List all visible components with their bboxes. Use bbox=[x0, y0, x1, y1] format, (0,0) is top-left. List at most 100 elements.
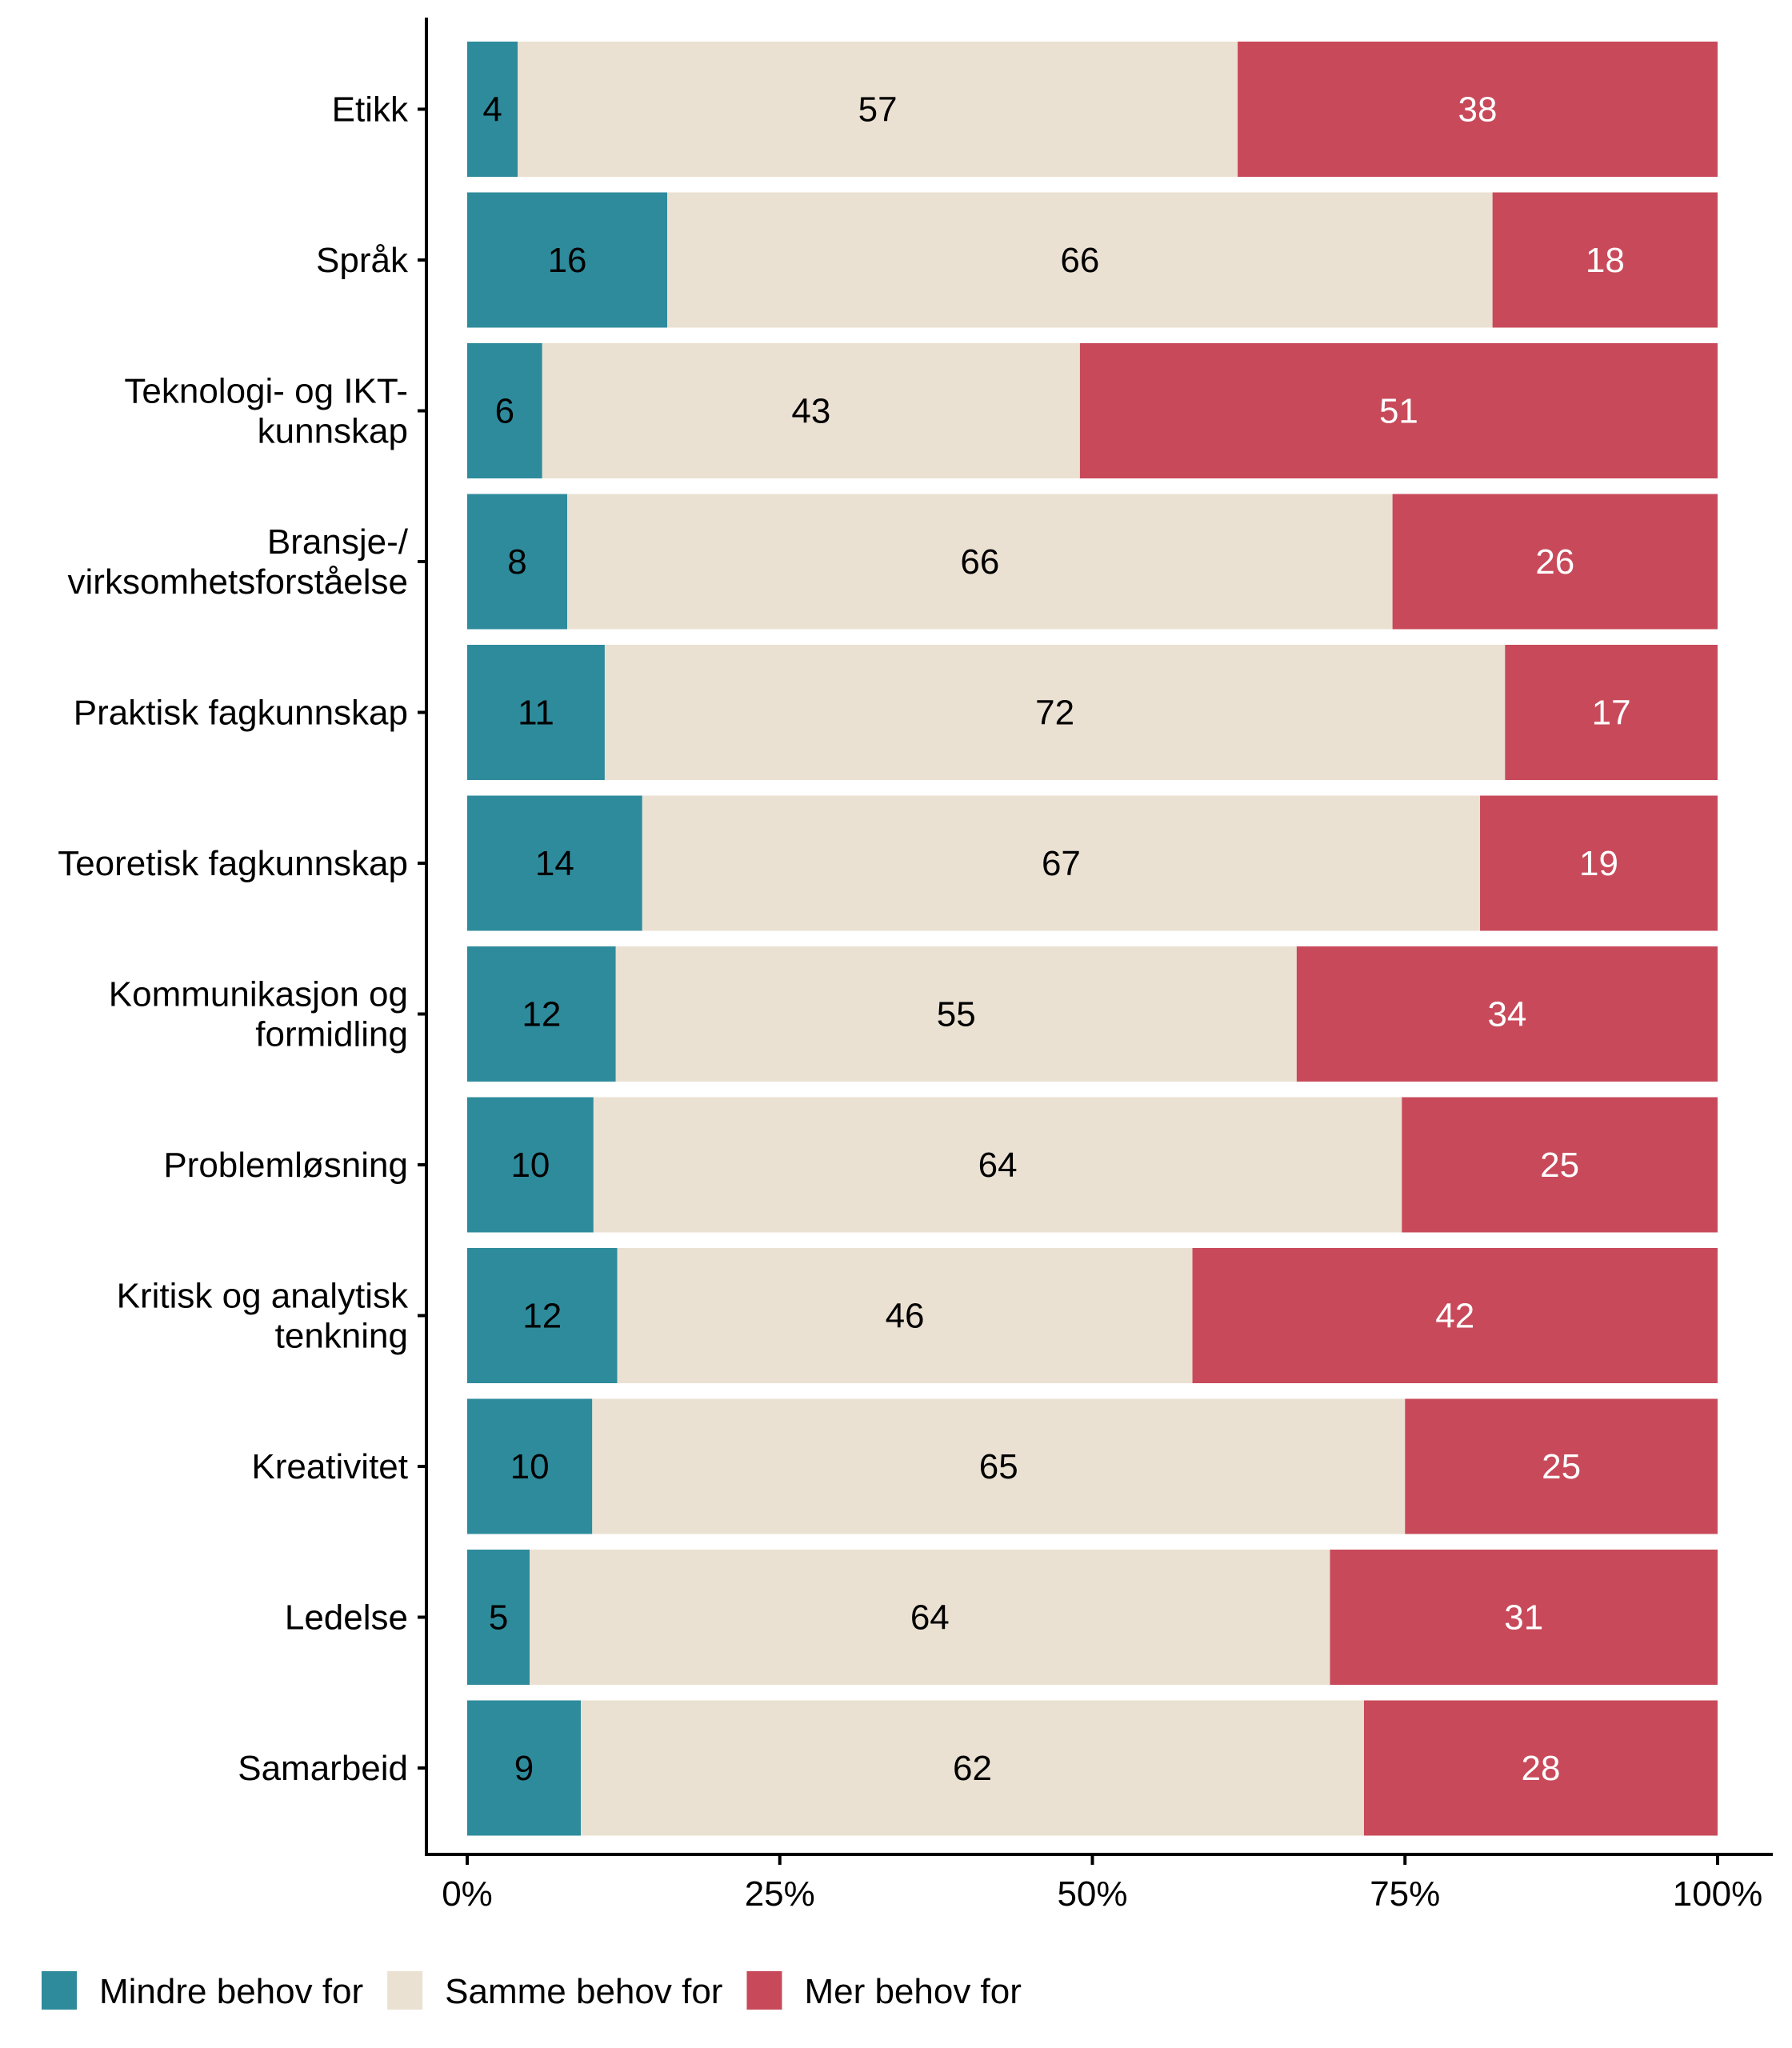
bar-value-label: 42 bbox=[1435, 1297, 1474, 1336]
bar-value-label: 62 bbox=[953, 1749, 992, 1788]
bar-value-label: 4 bbox=[482, 90, 502, 130]
bar-value-label: 46 bbox=[886, 1297, 925, 1336]
category-label: Kritisk og analytisk bbox=[117, 1277, 409, 1316]
bar-segment-0-5 bbox=[467, 795, 642, 931]
bar-value-label: 57 bbox=[858, 90, 898, 130]
bar-segment-0-8 bbox=[467, 1248, 618, 1383]
category-label: Samarbeid bbox=[238, 1749, 408, 1788]
bar-value-label: 17 bbox=[1592, 694, 1631, 733]
bar-value-label: 64 bbox=[910, 1598, 950, 1638]
category-label: Kommunikasjon og bbox=[109, 975, 408, 1014]
bar-segment-0-1 bbox=[467, 192, 668, 328]
bar-segment-1-5 bbox=[642, 795, 1481, 931]
category-label: Praktisk fagkunnskap bbox=[74, 694, 408, 733]
x-tick-label: 100% bbox=[1673, 1874, 1763, 1914]
bar-segment-2-9 bbox=[1405, 1398, 1718, 1534]
bar-segment-1-7 bbox=[593, 1097, 1402, 1233]
category-label: virksomhetsforståelse bbox=[68, 562, 408, 602]
bar-segment-2-7 bbox=[1402, 1097, 1718, 1233]
bar-value-label: 38 bbox=[1458, 90, 1498, 130]
bar-value-label: 72 bbox=[1035, 694, 1074, 733]
category-label: kunnskap bbox=[258, 412, 408, 451]
x-tick-label: 0% bbox=[442, 1874, 493, 1914]
bars-layer: 4 57 38 16 66 18 6 43 51 8 66 26 11 72 17 14 67 19 12 55 34 1… bbox=[467, 42, 1718, 1836]
bar-segment-2-0 bbox=[1238, 42, 1718, 177]
x-tick-label: 75% bbox=[1370, 1874, 1440, 1914]
category-label: Ledelse bbox=[285, 1598, 408, 1638]
bar-segment-2-4 bbox=[1505, 645, 1718, 780]
bar-segment-1-10 bbox=[530, 1550, 1330, 1685]
bar-value-label: 5 bbox=[489, 1598, 508, 1638]
category-label: Etikk bbox=[332, 90, 409, 130]
category-labels: Etikk Språk Teknologi- og IKT-kunnskap Bran… bbox=[58, 90, 426, 1788]
bar-segment-0-3 bbox=[467, 494, 568, 630]
bar-segment-1-4 bbox=[604, 645, 1506, 780]
bar-segment-1-1 bbox=[667, 192, 1493, 328]
bar-value-label: 31 bbox=[1504, 1598, 1543, 1638]
bar-value-label: 66 bbox=[1060, 241, 1099, 280]
bar-value-label: 67 bbox=[1042, 844, 1081, 883]
legend-label: Mer behov for bbox=[804, 1972, 1021, 2011]
bar-segment-0-2 bbox=[467, 343, 542, 478]
bar-segment-0-7 bbox=[467, 1097, 594, 1233]
bar-segment-1-2 bbox=[542, 343, 1080, 478]
bar-segment-2-8 bbox=[1192, 1248, 1718, 1383]
category-label: Språk bbox=[316, 241, 409, 280]
bar-segment-1-3 bbox=[567, 494, 1393, 630]
bar-value-label: 18 bbox=[1586, 241, 1625, 280]
legend: Mindre behov for Samme behov for Mer behov… bbox=[42, 1971, 1022, 2011]
bar-segment-2-5 bbox=[1480, 795, 1718, 931]
bar-value-label: 55 bbox=[937, 995, 976, 1034]
category-label: formidling bbox=[255, 1015, 408, 1054]
bar-value-label: 64 bbox=[978, 1146, 1018, 1185]
bar-segment-0-4 bbox=[467, 645, 605, 780]
bar-segment-1-8 bbox=[617, 1248, 1193, 1383]
bar-value-label: 12 bbox=[522, 995, 561, 1034]
bar-segment-2-3 bbox=[1392, 494, 1718, 630]
category-label: Teoretisk fagkunnskap bbox=[58, 844, 408, 883]
bar-segment-2-2 bbox=[1079, 343, 1718, 478]
bar-value-label: 9 bbox=[514, 1749, 534, 1788]
legend-swatch bbox=[42, 1971, 77, 2010]
category-label: Problemløsning bbox=[163, 1146, 408, 1185]
bar-value-label: 8 bbox=[507, 542, 526, 582]
legend-label: Mindre behov for bbox=[99, 1972, 363, 2011]
bar-segment-1-9 bbox=[592, 1398, 1406, 1534]
bar-segment-0-10 bbox=[467, 1550, 530, 1685]
bar-value-label: 25 bbox=[1540, 1146, 1579, 1185]
category-label: tenkning bbox=[275, 1317, 408, 1356]
bar-segment-0-11 bbox=[467, 1700, 582, 1836]
bar-segment-2-11 bbox=[1363, 1700, 1718, 1836]
bar-segment-2-1 bbox=[1492, 192, 1718, 328]
legend-swatch bbox=[746, 1971, 782, 2010]
bar-value-label: 10 bbox=[510, 1146, 550, 1185]
category-label: Bransje-/ bbox=[267, 522, 409, 562]
bar-segment-2-6 bbox=[1296, 946, 1718, 1082]
bar-segment-1-11 bbox=[581, 1700, 1364, 1836]
x-tick-label: 50% bbox=[1057, 1874, 1127, 1914]
bar-value-label: 65 bbox=[979, 1447, 1018, 1486]
bar-value-label: 19 bbox=[1579, 844, 1618, 883]
bar-segment-2-10 bbox=[1330, 1550, 1718, 1685]
legend-label: Samme behov for bbox=[445, 1972, 722, 2011]
x-axis-ticks: 0% 25% 50% 75% 100% bbox=[442, 1856, 1762, 1914]
bar-value-label: 66 bbox=[960, 542, 999, 582]
bar-value-label: 28 bbox=[1521, 1749, 1560, 1788]
x-tick-label: 25% bbox=[745, 1874, 815, 1914]
bar-value-label: 12 bbox=[522, 1297, 562, 1336]
category-label: Kreativitet bbox=[251, 1447, 408, 1486]
bar-value-label: 6 bbox=[495, 392, 514, 431]
bar-value-label: 16 bbox=[548, 241, 587, 280]
bar-value-label: 43 bbox=[791, 392, 830, 431]
bar-segment-0-6 bbox=[467, 946, 616, 1082]
bar-segment-0-0 bbox=[467, 42, 518, 177]
bar-value-label: 25 bbox=[1542, 1447, 1581, 1486]
bar-segment-0-9 bbox=[467, 1398, 593, 1534]
bar-value-label: 11 bbox=[518, 694, 554, 733]
category-label: Teknologi- og IKT- bbox=[124, 372, 408, 411]
bar-value-label: 34 bbox=[1487, 995, 1526, 1034]
bar-segment-1-0 bbox=[518, 42, 1238, 177]
legend-swatch bbox=[387, 1971, 423, 2010]
bar-value-label: 14 bbox=[535, 844, 574, 883]
